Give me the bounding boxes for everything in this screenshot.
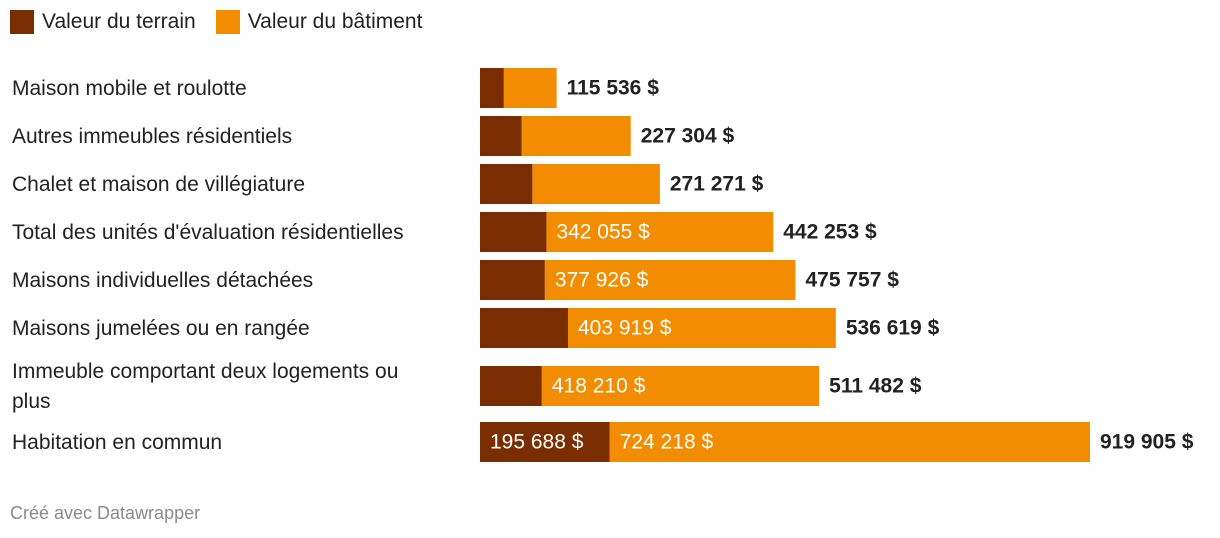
segment-value-label: 342 055 $ (556, 221, 650, 244)
credit-footer[interactable]: Créé avec Datawrapper (10, 503, 201, 523)
category-label: Maisons individuelles détachées (12, 269, 313, 292)
segment-value-label: 418 210 $ (552, 375, 646, 398)
total-value-label: 115 536 $ (567, 77, 660, 100)
total-value-label: 475 757 $ (805, 269, 899, 292)
bar-segment-terrain (480, 68, 504, 108)
category-label: Immeuble comportant deux logements ou plu… (12, 360, 398, 413)
bar-segment-batiment (544, 260, 796, 300)
legend-swatch-terrain (10, 10, 34, 34)
bar-segment-batiment (541, 366, 820, 406)
bar-segment-batiment (521, 116, 631, 156)
bar-segment-batiment (567, 308, 836, 348)
category-label: Maison mobile et roulotte (12, 77, 247, 100)
category-label: Maisons jumelées ou en rangée (12, 317, 310, 340)
bar-segment-terrain (480, 422, 610, 462)
bar-segment-terrain (480, 366, 542, 406)
bar-segment-batiment (503, 68, 557, 108)
category-label: Total des unités d'évaluation résidentie… (12, 221, 404, 244)
bar-segment-batiment (609, 422, 1091, 462)
bar-segment-terrain (480, 212, 547, 252)
segment-value-label: 403 919 $ (578, 317, 672, 340)
bar-segment-batiment (546, 212, 774, 252)
bar-segment-terrain (480, 308, 568, 348)
legend: Valeur du terrain Valeur du bâtiment (10, 10, 442, 34)
legend-item-terrain: Valeur du terrain (10, 10, 196, 34)
segment-value-label: 724 218 $ (620, 431, 714, 454)
category-label: Habitation en commun (12, 431, 222, 454)
legend-swatch-batiment (215, 10, 240, 34)
legend-label-batiment: Valeur du bâtiment (247, 10, 423, 33)
segment-value-label: 195 688 $ (490, 431, 584, 454)
total-value-label: 919 905 $ (1100, 431, 1194, 454)
bar-segment-batiment (532, 164, 660, 204)
total-value-label: 442 253 $ (783, 221, 877, 244)
total-value-label: 536 619 $ (846, 317, 940, 340)
total-value-label: 511 482 $ (829, 375, 922, 398)
total-value-label: 271 271 $ (670, 173, 764, 196)
bar-segment-terrain (480, 116, 522, 156)
bar-segment-terrain (480, 164, 533, 204)
bar-segment-terrain (480, 260, 545, 300)
total-value-label: 227 304 $ (641, 125, 735, 148)
legend-label-terrain: Valeur du terrain (42, 10, 196, 33)
category-label: Autres immeubles résidentiels (12, 125, 292, 148)
category-label: Chalet et maison de villégiature (12, 173, 305, 196)
legend-item-batiment: Valeur du bâtiment (215, 10, 423, 34)
segment-value-label: 377 926 $ (555, 269, 649, 292)
